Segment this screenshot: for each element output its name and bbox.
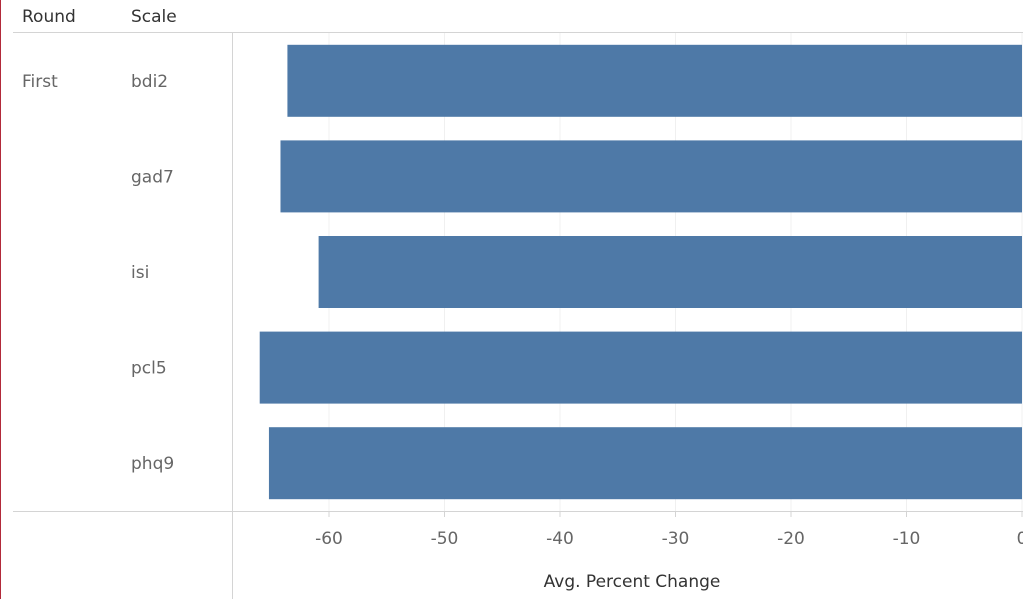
tick-label: -60 (315, 529, 343, 549)
round-label: First (22, 72, 58, 92)
bar (268, 427, 1022, 500)
tick-label: -50 (431, 529, 459, 549)
tick-label: -40 (546, 529, 574, 549)
scale-label: bdi2 (131, 72, 168, 92)
scale-label: isi (131, 263, 149, 283)
bar (259, 331, 1022, 404)
left-border (0, 0, 1, 599)
scale-column-header: Scale (131, 7, 177, 27)
tick-label: 0 (1017, 529, 1023, 549)
scale-label: pcl5 (131, 359, 167, 379)
tick-label: -30 (662, 529, 690, 549)
bar (287, 44, 1022, 117)
x-axis-title: Avg. Percent Change (544, 572, 721, 592)
round-column-header: Round (22, 7, 76, 27)
bar (318, 236, 1023, 308)
scale-label: phq9 (131, 454, 174, 474)
bar (280, 140, 1022, 213)
tick-label: -10 (893, 529, 921, 549)
scale-label: gad7 (131, 167, 174, 187)
tick-label: -20 (777, 529, 805, 549)
